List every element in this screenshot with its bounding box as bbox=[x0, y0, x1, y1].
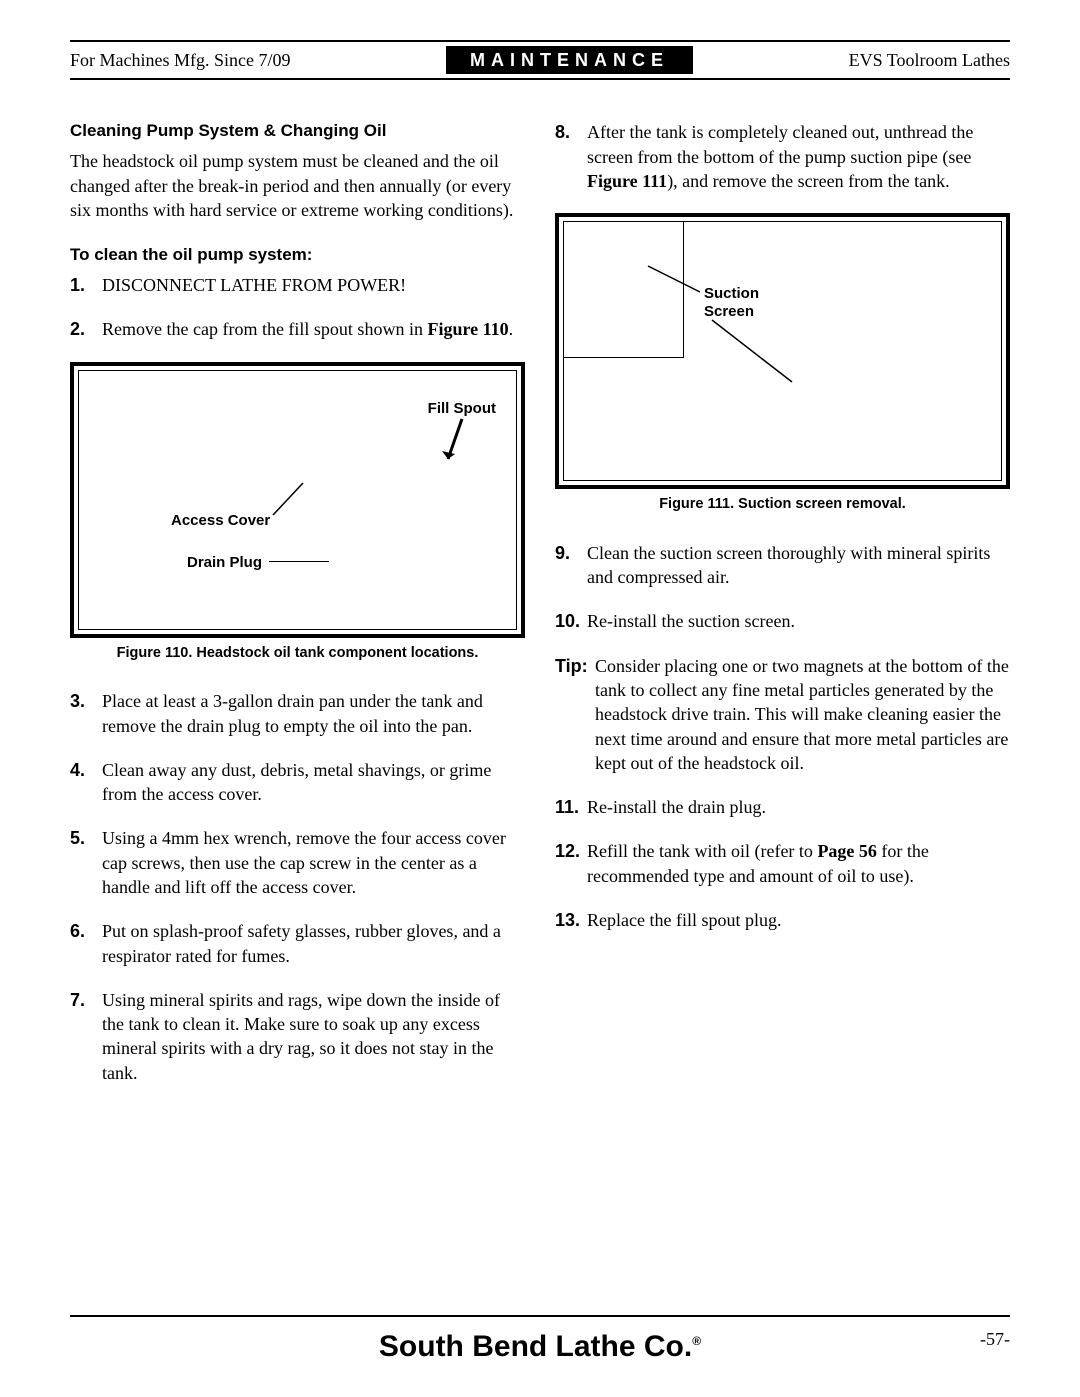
tip-block: Tip: Consider placing one or two magnets… bbox=[555, 654, 1010, 775]
step-text: Replace the fill spout plug. bbox=[587, 908, 1010, 932]
step-text: Re-install the drain plug. bbox=[587, 795, 1010, 819]
step-text: Using a 4mm hex wrench, remove the four … bbox=[102, 826, 525, 899]
step-7: 7. Using mineral spirits and rags, wipe … bbox=[70, 988, 525, 1085]
suction-pointer-bottom bbox=[702, 318, 802, 388]
header-left: For Machines Mfg. Since 7/09 bbox=[70, 48, 290, 72]
figure-110-box: Fill Spout Access Cover Drain Plug bbox=[70, 362, 525, 638]
step-2: 2. Remove the cap from the fill spout sh… bbox=[70, 317, 525, 341]
tip-label: Tip: bbox=[555, 654, 595, 775]
step-11: 11. Re-install the drain plug. bbox=[555, 795, 1010, 819]
registered-mark: ® bbox=[692, 1334, 701, 1348]
fill-spout-arrow bbox=[440, 415, 470, 471]
step-4: 4. Clean away any dust, debris, metal sh… bbox=[70, 758, 525, 807]
step-text: Re-install the suction screen. bbox=[587, 609, 1010, 633]
to-clean-subtitle: To clean the oil pump system: bbox=[70, 244, 525, 267]
steps-group-1: 1. DISCONNECT LATHE FROM POWER! 2. Remov… bbox=[70, 273, 525, 342]
step-number: 9. bbox=[555, 541, 587, 590]
step-number: 7. bbox=[70, 988, 102, 1085]
step-text: Using mineral spirits and rags, wipe dow… bbox=[102, 988, 525, 1085]
step-text: Refill the tank with oil (refer to Page … bbox=[587, 839, 1010, 888]
content-columns: Cleaning Pump System & Changing Oil The … bbox=[70, 120, 1010, 1314]
step-number: 1. bbox=[70, 273, 102, 297]
left-column: Cleaning Pump System & Changing Oil The … bbox=[70, 120, 525, 1314]
steps-group-4: 11. Re-install the drain plug. 12. Refil… bbox=[555, 795, 1010, 932]
step-8: 8. After the tank is completely cleaned … bbox=[555, 120, 1010, 193]
page-number: -57- bbox=[980, 1327, 1010, 1351]
header-center: MAINTENANCE bbox=[446, 46, 693, 74]
step-number: 3. bbox=[70, 689, 102, 738]
cleaning-title: Cleaning Pump System & Changing Oil bbox=[70, 120, 525, 143]
figure-111-inner: Suction Screen bbox=[563, 221, 1002, 481]
steps-group-3: 9. Clean the suction screen thoroughly w… bbox=[555, 541, 1010, 634]
figure-111-box: Suction Screen bbox=[555, 213, 1010, 489]
step-text: Clean away any dust, debris, metal shavi… bbox=[102, 758, 525, 807]
step-10: 10. Re-install the suction screen. bbox=[555, 609, 1010, 633]
intro-paragraph: The headstock oil pump system must be cl… bbox=[70, 149, 525, 222]
header-right: EVS Toolroom Lathes bbox=[849, 48, 1010, 72]
figure-110-inner: Fill Spout Access Cover Drain Plug bbox=[78, 370, 517, 630]
step-3: 3. Place at least a 3-gallon drain pan u… bbox=[70, 689, 525, 738]
step-text: Clean the suction screen thoroughly with… bbox=[587, 541, 1010, 590]
step-8-group: 8. After the tank is completely cleaned … bbox=[555, 120, 1010, 193]
access-cover-pointer bbox=[269, 479, 309, 519]
step-1: 1. DISCONNECT LATHE FROM POWER! bbox=[70, 273, 525, 297]
step-6: 6. Put on splash-proof safety glasses, r… bbox=[70, 919, 525, 968]
access-cover-label: Access Cover bbox=[171, 511, 270, 531]
step-number: 2. bbox=[70, 317, 102, 341]
figure-110-caption: Figure 110. Headstock oil tank component… bbox=[70, 644, 525, 664]
header-row: For Machines Mfg. Since 7/09 MAINTENANCE… bbox=[70, 46, 1010, 74]
step-9: 9. Clean the suction screen thoroughly w… bbox=[555, 541, 1010, 590]
step-text: Put on splash-proof safety glasses, rubb… bbox=[102, 919, 525, 968]
step-number: 13. bbox=[555, 908, 587, 932]
step-number: 12. bbox=[555, 839, 587, 888]
step-number: 6. bbox=[70, 919, 102, 968]
step-text: After the tank is completely cleaned out… bbox=[587, 120, 1010, 193]
step-13: 13. Replace the fill spout plug. bbox=[555, 908, 1010, 932]
footer-rule bbox=[70, 1315, 1010, 1317]
suction-pointer-top bbox=[644, 262, 704, 296]
footer-row: South Bend Lathe Co.® -57- bbox=[70, 1327, 1010, 1368]
tip-text: Consider placing one or two magnets at t… bbox=[595, 654, 1010, 775]
step-5: 5. Using a 4mm hex wrench, remove the fo… bbox=[70, 826, 525, 899]
header-bottom-rule bbox=[70, 78, 1010, 80]
step-number: 10. bbox=[555, 609, 587, 633]
step-number: 11. bbox=[555, 795, 587, 819]
right-column: 8. After the tank is completely cleaned … bbox=[555, 120, 1010, 1314]
footer: South Bend Lathe Co.® -57- bbox=[70, 1315, 1010, 1368]
header-top-rule bbox=[70, 40, 1010, 42]
step-number: 5. bbox=[70, 826, 102, 899]
step-number: 8. bbox=[555, 120, 587, 193]
brand-name: South Bend Lathe Co.® bbox=[379, 1327, 701, 1368]
drain-plug-label: Drain Plug bbox=[187, 553, 262, 573]
step-text: DISCONNECT LATHE FROM POWER! bbox=[102, 273, 525, 297]
figure-111-caption: Figure 111. Suction screen removal. bbox=[555, 495, 1010, 515]
step-text: Place at least a 3-gallon drain pan unde… bbox=[102, 689, 525, 738]
steps-group-2: 3. Place at least a 3-gallon drain pan u… bbox=[70, 689, 525, 1085]
step-text: Remove the cap from the fill spout shown… bbox=[102, 317, 525, 341]
step-12: 12. Refill the tank with oil (refer to P… bbox=[555, 839, 1010, 888]
step-number: 4. bbox=[70, 758, 102, 807]
drain-plug-pointer bbox=[269, 561, 329, 562]
